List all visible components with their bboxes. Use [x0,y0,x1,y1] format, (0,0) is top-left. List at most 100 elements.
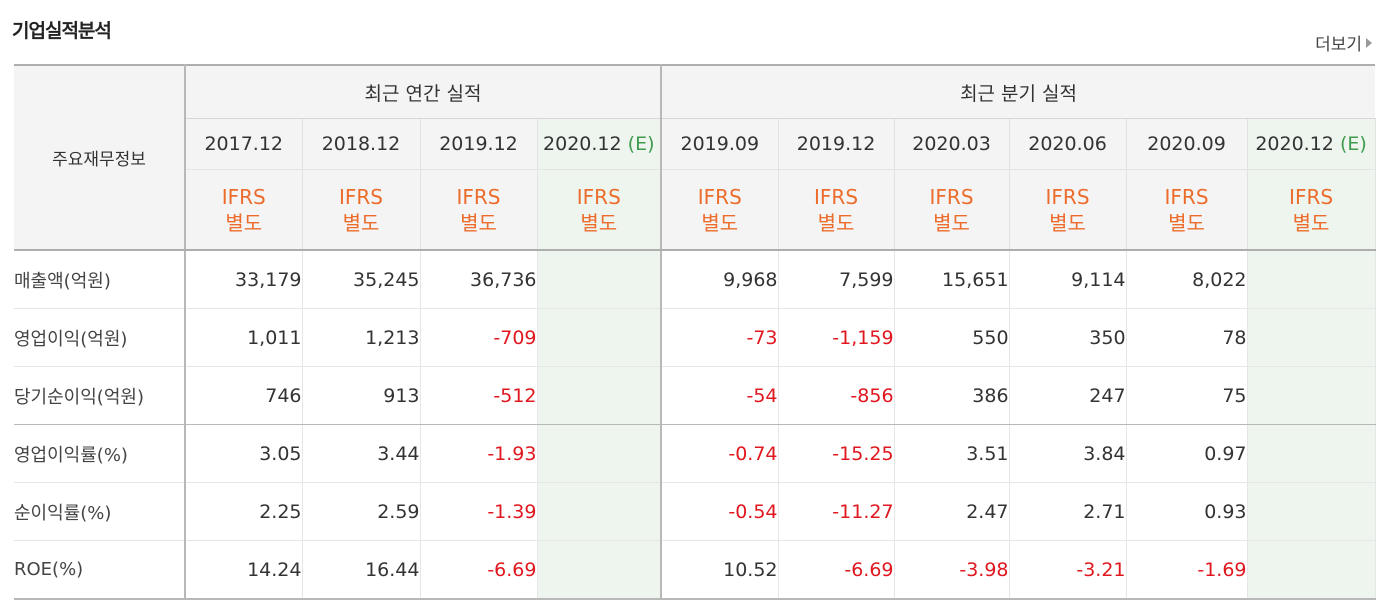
table-cell: -73 [661,308,779,367]
report-type-standard: IFRS [1164,184,1209,209]
table-cell: -856 [778,366,895,425]
row-label: ROE(%) [14,540,186,600]
table-cell: -1,159 [778,308,895,367]
period-header: 2020.06 [1009,118,1127,170]
table-cell: 16.44 [302,540,421,600]
table-cell: -6.69 [420,540,538,600]
report-type-scope: 별도 [1049,210,1086,235]
table-cell: 3.84 [1009,424,1127,483]
table-cell: -15.25 [778,424,895,483]
table-row: 영업이익률(%) 3.05 3.44 -1.93 -0.74 -15.25 3.51 3.84… [14,424,1376,483]
report-type-header: IFRS 별도 [778,169,895,251]
table-cell: -1.69 [1126,540,1248,600]
annual-group-header: 최근 연간 실적 [185,64,663,119]
table-cell [1247,308,1376,367]
table-cell: -0.54 [661,482,779,541]
chevron-right-icon [1366,38,1372,48]
table-cell: -3.21 [1009,540,1127,600]
table-row: 영업이익(억원) 1,011 1,213 -709 -73 -1,159 550 350 78 [14,308,1376,367]
table-cell: 386 [894,366,1010,425]
row-label: 순이익률(%) [14,482,186,541]
table-cell: 3.51 [894,424,1010,483]
report-type-header: IFRS 별도 [302,169,421,251]
table-cell [537,424,663,483]
period-header: 2019.09 [661,118,779,170]
period-label: 2020.12 [1255,133,1334,155]
table-cell: 1,011 [185,308,303,367]
report-type-header: IFRS 별도 [185,169,303,251]
row-label: 영업이익률(%) [14,424,186,483]
table-cell [537,308,663,367]
table-cell [1247,540,1376,600]
period-header: 2020.03 [894,118,1010,170]
table-cell: 35,245 [302,250,421,309]
table-row: 순이익률(%) 2.25 2.59 -1.39 -0.54 -11.27 2.47 2.71 0… [14,482,1376,541]
financial-table: 주요재무정보 최근 연간 실적 최근 분기 실적 2017.12 2018.12 2… [14,64,1376,600]
table-cell: 350 [1009,308,1127,367]
period-header: 2017.12 [185,118,303,170]
table-cell: 746 [185,366,303,425]
report-type-header: IFRS 별도 [1126,169,1248,251]
table-cell: 10.52 [661,540,779,600]
report-type-scope: 별도 [580,210,618,235]
table-cell: -1.93 [420,424,538,483]
table-cell: 3.44 [302,424,421,483]
table-cell: -512 [420,366,538,425]
table-cell: -1.39 [420,482,538,541]
row-label: 당기순이익(억원) [14,366,186,425]
row-label: 영업이익(억원) [14,308,186,367]
table-cell: 14.24 [185,540,303,600]
report-type-header: IFRS 별도 [537,169,663,251]
table-cell [1247,482,1376,541]
report-type-standard: IFRS [339,184,383,209]
table-cell: 7,599 [778,250,895,309]
report-type-scope: 별도 [1292,210,1330,235]
more-link-label: 더보기 [1315,35,1362,55]
period-label: 2020.12 [543,133,622,155]
period-label: 2020.06 [1028,133,1107,155]
table-cell: 0.97 [1126,424,1248,483]
corner-label: 주요재무정보 [14,64,186,251]
table-cell: 550 [894,308,1010,367]
period-label: 2019.09 [680,133,760,155]
report-type-scope: 별도 [933,210,970,235]
table-cell: 2.47 [894,482,1010,541]
report-type-standard: IFRS [929,184,974,209]
table-cell: -6.69 [778,540,895,600]
report-type-standard: IFRS [697,184,742,209]
period-label: 2018.12 [321,133,401,155]
report-type-standard: IFRS [1289,184,1334,209]
table-cell: 33,179 [185,250,303,309]
period-label: 2019.12 [439,133,518,155]
table-cell: 15,651 [894,250,1010,309]
table-cell: 78 [1126,308,1248,367]
table-cell: 2.25 [185,482,303,541]
table-cell [537,482,663,541]
table-cell: 9,968 [661,250,779,309]
table-cell: 2.59 [302,482,421,541]
report-type-standard: IFRS [814,184,859,209]
report-type-scope: 별도 [225,210,263,235]
report-type-scope: 별도 [817,210,855,235]
report-type-header: IFRS 별도 [661,169,779,251]
table-cell: 8,022 [1126,250,1248,309]
report-type-standard: IFRS [456,184,501,209]
more-link[interactable]: 더보기 [1315,30,1372,55]
report-type-standard: IFRS [576,184,621,209]
table-cell: -54 [661,366,779,425]
period-label: 2020.03 [912,133,991,155]
table-row: ROE(%) 14.24 16.44 -6.69 10.52 -6.69 -3.98 -3.2… [14,540,1376,600]
period-header: 2020.12 (E) [537,118,663,170]
report-type-scope: 별도 [342,210,380,235]
table-cell [1247,424,1376,483]
table-cell: -11.27 [778,482,895,541]
table-cell: 913 [302,366,421,425]
table-row: 당기순이익(억원) 746 913 -512 -54 -856 386 247 75 [14,366,1376,425]
period-header: 2020.09 [1126,118,1248,170]
period-header: 2020.12 (E) [1247,118,1376,170]
table-cell: 36,736 [420,250,538,309]
table-cell: 0.93 [1126,482,1248,541]
report-type-standard: IFRS [221,184,266,209]
report-type-scope: 별도 [460,210,497,235]
report-type-scope: 별도 [701,210,739,235]
